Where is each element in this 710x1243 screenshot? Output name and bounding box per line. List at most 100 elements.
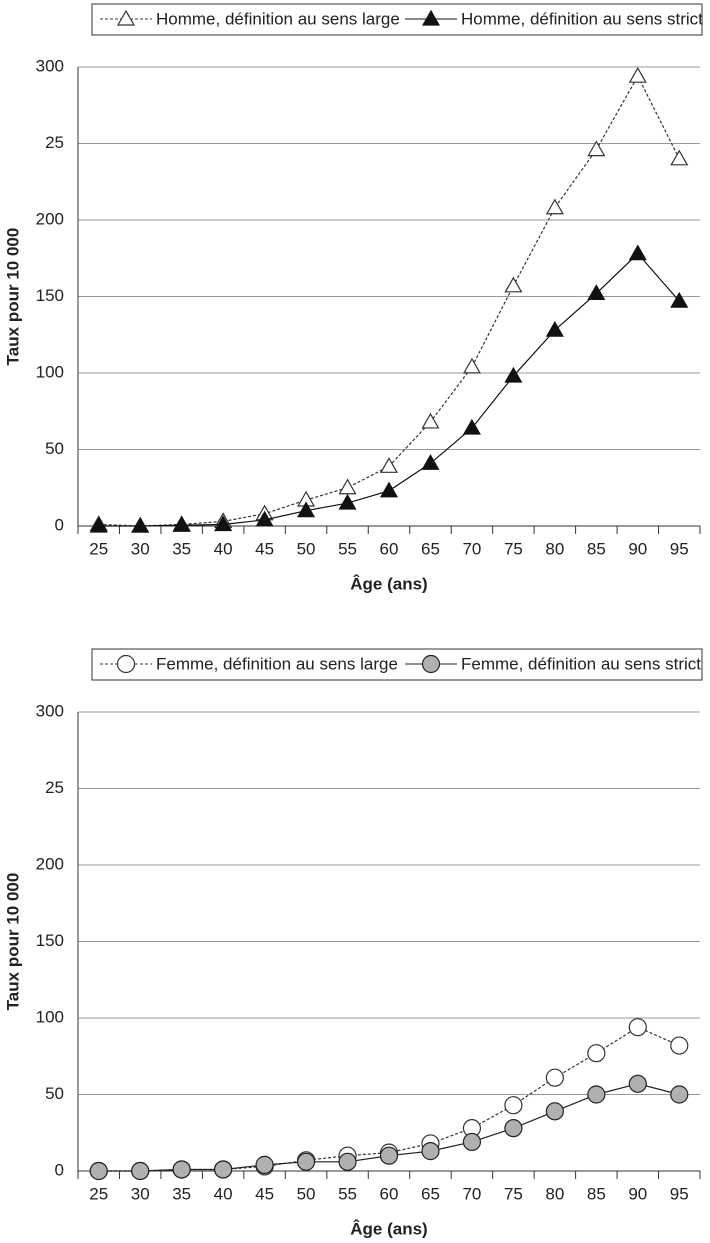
x-tick-label: 75 [504, 539, 523, 558]
x-tick-label: 90 [628, 539, 647, 558]
marker [504, 366, 523, 383]
legend-box [91, 3, 703, 36]
marker [172, 1160, 191, 1179]
marker [587, 1085, 606, 1104]
marker [545, 1068, 564, 1087]
marker [131, 516, 150, 533]
x-tick-label: 45 [255, 1184, 274, 1203]
y-tick-label: 200 [36, 854, 64, 873]
marker [628, 1018, 647, 1037]
marker [421, 454, 440, 470]
x-tick-label: 65 [421, 539, 440, 558]
x-tick-label: 50 [297, 1184, 316, 1203]
x-tick-label: 55 [338, 539, 357, 558]
marker [172, 516, 191, 532]
legend-label: Homme, définition au sens large [156, 9, 400, 28]
x-tick-label: 35 [172, 539, 191, 558]
marker [587, 284, 606, 301]
legend-label: Femme, définition au sens strict [461, 654, 701, 673]
marker [504, 1096, 523, 1115]
chart: Homme, définition au sens large Homme, dé… [3, 3, 703, 593]
x-tick-label: 80 [545, 539, 564, 558]
legend-label: Femme, définition au sens large [156, 654, 398, 673]
marker [214, 1160, 233, 1179]
y-tick-label: 200 [36, 209, 64, 228]
marker [214, 515, 233, 532]
marker [131, 1161, 150, 1181]
marker [421, 412, 440, 429]
x-tick-label: 70 [462, 539, 481, 558]
y-tick-label: 150 [36, 286, 64, 305]
marker [338, 493, 357, 510]
x-tick-label: 85 [587, 1184, 606, 1203]
legend-marker [116, 654, 136, 674]
x-tick-label: 80 [545, 1184, 564, 1203]
marker [89, 1161, 108, 1181]
x-tick-label: 60 [380, 1184, 399, 1203]
marker [628, 1074, 647, 1093]
marker [587, 1044, 606, 1063]
x-tick-label: 60 [380, 539, 399, 558]
marker [297, 501, 316, 518]
legend-marker [116, 9, 136, 26]
marker [89, 516, 108, 533]
x-tick-label: 75 [504, 1184, 523, 1203]
y-tick-label: 50 [45, 1084, 64, 1103]
y-tick-label: 150 [36, 931, 64, 950]
y-tick-label: 300 [36, 56, 64, 75]
x-tick-label: 70 [462, 1184, 481, 1203]
legend-box [91, 648, 703, 681]
y-tick-label: 0 [55, 1160, 64, 1179]
marker [462, 1132, 482, 1152]
marker [545, 1102, 564, 1121]
marker [338, 1152, 357, 1171]
x-tick-label: 25 [89, 1184, 108, 1203]
y-tick-label: 50 [45, 439, 64, 458]
y-axis-label: Taux pour 10 000 [3, 873, 22, 1011]
marker [379, 481, 399, 498]
y-tick-label: 100 [36, 1007, 64, 1026]
x-tick-label: 30 [131, 1184, 150, 1203]
legend-label: Homme, définition au sens strict [461, 9, 703, 28]
marker [255, 1155, 274, 1174]
marker [545, 320, 564, 337]
y-axis-label: Taux pour 10 000 [3, 228, 22, 366]
x-tick-label: 40 [214, 1184, 233, 1203]
marker [504, 1119, 523, 1138]
x-tick-label: 35 [172, 1184, 191, 1203]
y-tick-label: 100 [36, 362, 64, 381]
marker [670, 149, 689, 166]
x-tick-label: 95 [670, 539, 689, 558]
marker [587, 140, 606, 157]
legend: Homme, définition au sens large Homme, dé… [91, 3, 703, 36]
x-tick-label: 90 [628, 1184, 647, 1203]
x-tick-label: 45 [255, 539, 274, 558]
marker [504, 276, 523, 293]
x-tick-label: 85 [587, 539, 606, 558]
marker [628, 244, 647, 261]
x-tick-label: 95 [670, 1184, 689, 1203]
marker [296, 1152, 316, 1171]
marker [462, 418, 481, 435]
x-tick-label: 50 [297, 539, 316, 558]
legend: Femme, définition au sens large Femme, dé… [91, 648, 703, 681]
marker [462, 357, 481, 374]
marker [670, 1036, 689, 1055]
marker [545, 198, 564, 215]
marker [421, 1142, 440, 1161]
x-tick-label: 40 [214, 539, 233, 558]
legend-marker [421, 654, 441, 674]
marker [670, 1085, 689, 1104]
x-axis-label: Âge (ans) [350, 574, 427, 593]
chart: Femme, définition au sens large Femme, dé… [3, 648, 703, 1238]
y-tick-label: 25 [45, 778, 64, 797]
marker [670, 291, 689, 308]
marker [628, 66, 647, 83]
x-axis-label: Âge (ans) [350, 1219, 427, 1238]
marker [379, 1146, 399, 1165]
y-tick-label: 0 [55, 515, 64, 534]
x-tick-label: 65 [421, 1184, 440, 1203]
marker [255, 510, 274, 527]
marker [338, 478, 357, 495]
